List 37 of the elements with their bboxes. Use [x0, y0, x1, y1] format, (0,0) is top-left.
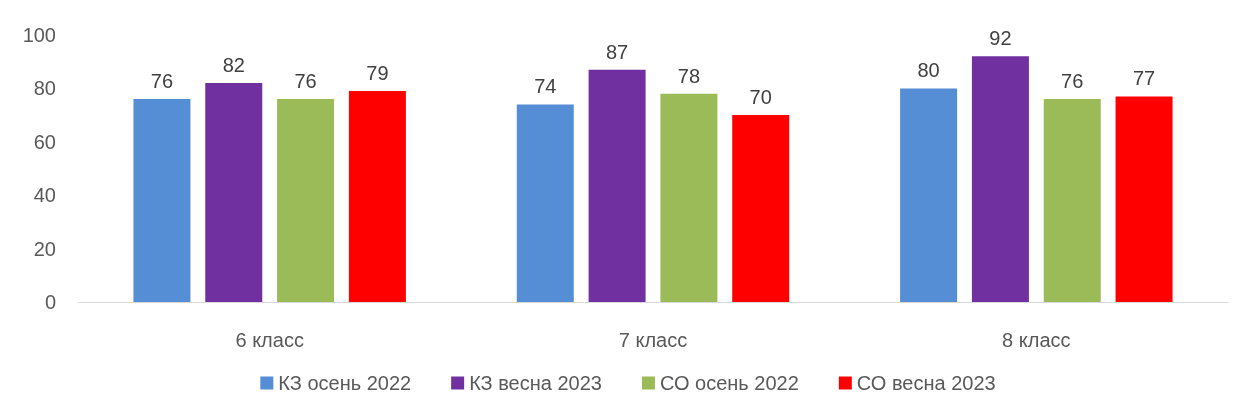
- data-label: 79: [366, 62, 389, 85]
- data-label: 77: [1132, 67, 1156, 90]
- y-tick-label: 100: [22, 24, 56, 46]
- data-label: 70: [749, 86, 772, 109]
- bar: [348, 91, 406, 302]
- bar: [1115, 96, 1173, 302]
- y-tick-label: 20: [33, 237, 56, 260]
- y-tick-label: 40: [33, 184, 56, 207]
- bar: [1043, 99, 1101, 302]
- bar: [588, 69, 646, 302]
- data-label: 76: [1061, 70, 1084, 93]
- data-label: 78: [677, 64, 701, 87]
- x-tick-label: 7 класс: [618, 329, 688, 351]
- x-tick-label: 6 класс: [235, 329, 304, 351]
- y-tick-label: 60: [33, 130, 56, 153]
- data-label: 80: [917, 59, 940, 82]
- y-tick-label: 0: [44, 291, 56, 313]
- bar: [732, 115, 790, 302]
- y-tick-label: 80: [33, 77, 56, 100]
- data-label: 87: [605, 40, 629, 63]
- x-tick-label: 8 класс: [1002, 329, 1071, 351]
- legend-label: СО осень 2022: [659, 372, 799, 394]
- legend-label: КЗ весна 2023: [469, 372, 602, 394]
- bar: [900, 88, 958, 302]
- data-label: 76: [150, 70, 174, 93]
- data-label: 76: [294, 70, 317, 93]
- data-label: 92: [989, 27, 1012, 50]
- bar: [660, 93, 718, 302]
- bar: [971, 56, 1029, 302]
- bar: [133, 99, 191, 302]
- data-label: 82: [222, 54, 245, 77]
- legend-label: КЗ осень 2022: [278, 372, 412, 394]
- bar: [516, 104, 574, 302]
- bar: [277, 99, 335, 302]
- bar: [205, 83, 263, 302]
- legend-label: СО весна 2023: [856, 372, 996, 394]
- data-label: 74: [534, 75, 557, 98]
